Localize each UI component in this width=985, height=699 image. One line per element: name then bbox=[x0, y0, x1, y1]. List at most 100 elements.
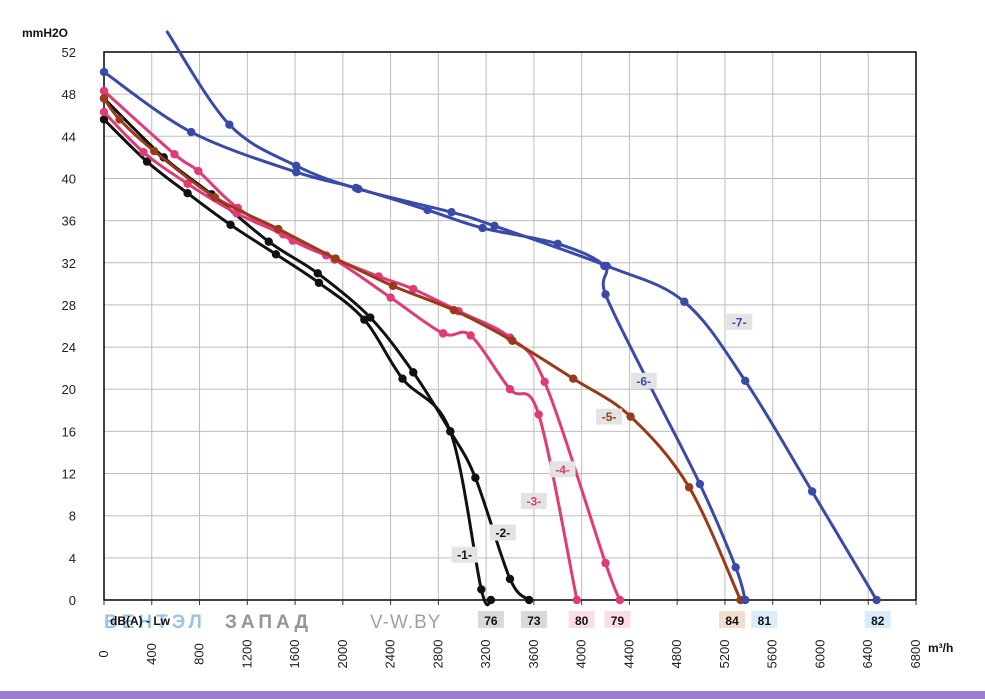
data-point bbox=[534, 410, 543, 419]
data-point bbox=[388, 281, 398, 291]
series-1 bbox=[99, 115, 496, 607]
db-label: 81 bbox=[758, 614, 772, 628]
x-tick-label: 2400 bbox=[383, 640, 398, 669]
data-point bbox=[271, 250, 281, 259]
data-point bbox=[508, 336, 517, 345]
data-point bbox=[194, 166, 203, 176]
y-tick-label: 48 bbox=[62, 87, 76, 102]
data-point bbox=[569, 374, 578, 383]
x-tick-label: 6000 bbox=[812, 640, 827, 669]
data-point bbox=[210, 193, 220, 202]
data-point bbox=[274, 224, 283, 234]
curve-label: -5- bbox=[602, 410, 617, 424]
db-label-bg bbox=[604, 611, 631, 628]
watermark-left: ВЕНТЭЛ bbox=[104, 612, 206, 633]
curve-label: -3- bbox=[527, 494, 542, 508]
x-tick-label: 6400 bbox=[860, 640, 875, 669]
y-axis-label: mmH2O bbox=[22, 26, 68, 40]
data-point bbox=[438, 329, 448, 338]
data-point bbox=[731, 563, 740, 572]
data-point bbox=[170, 150, 179, 159]
x-tick-label: 5600 bbox=[765, 640, 780, 669]
data-point bbox=[398, 374, 407, 383]
data-point bbox=[99, 115, 109, 124]
data-point bbox=[478, 223, 487, 233]
data-point bbox=[626, 412, 635, 421]
y-tick-label: 24 bbox=[62, 340, 76, 355]
y-tick-label: 32 bbox=[62, 256, 76, 271]
curve-label: -7- bbox=[732, 315, 747, 329]
watermark-right: ЗАПАД bbox=[225, 612, 312, 633]
data-point bbox=[741, 595, 750, 605]
x-tick-label: 400 bbox=[144, 643, 159, 665]
data-point bbox=[139, 147, 148, 157]
data-point bbox=[601, 558, 610, 568]
data-point bbox=[466, 331, 475, 340]
curve-label: -1- bbox=[457, 548, 472, 562]
db-label-bg bbox=[520, 611, 547, 628]
series-line bbox=[102, 89, 622, 602]
x-tick-label: 2000 bbox=[335, 640, 350, 669]
data-point bbox=[680, 297, 689, 306]
y-tick-label: 0 bbox=[69, 593, 76, 608]
y-tick-label: 16 bbox=[62, 424, 76, 439]
data-point bbox=[186, 127, 196, 137]
data-point bbox=[225, 120, 234, 129]
series-5 bbox=[99, 94, 745, 605]
data-point bbox=[142, 157, 152, 166]
data-point bbox=[366, 313, 375, 322]
x-tick-label: 1200 bbox=[239, 640, 254, 669]
series-4 bbox=[99, 86, 625, 605]
x-tick-label: 4000 bbox=[574, 640, 589, 669]
x-tick-label: 4400 bbox=[621, 640, 636, 669]
y-tick-label: 28 bbox=[62, 298, 76, 313]
x-tick-label: 3200 bbox=[478, 640, 493, 669]
data-point bbox=[505, 385, 515, 394]
data-point bbox=[409, 368, 418, 377]
data-point bbox=[115, 115, 124, 124]
data-point bbox=[572, 595, 582, 605]
x-axis-label: m³/h bbox=[928, 641, 953, 655]
curve-label: -2- bbox=[495, 526, 510, 540]
data-point bbox=[447, 207, 456, 217]
data-point bbox=[183, 179, 192, 188]
curve-labels: -1- -2- -3- -4- -5- -6- -7- bbox=[451, 313, 753, 563]
db-label-bg bbox=[751, 611, 778, 628]
data-point bbox=[449, 305, 459, 315]
series-line bbox=[102, 70, 747, 602]
data-point bbox=[331, 254, 340, 263]
db-label-bg bbox=[568, 611, 595, 628]
curve-label: -6- bbox=[636, 374, 651, 388]
data-point bbox=[313, 269, 322, 278]
db-label-bg bbox=[719, 611, 746, 628]
y-tick-label: 52 bbox=[62, 45, 76, 60]
curve-label-bg bbox=[451, 546, 478, 563]
db-label: 79 bbox=[611, 614, 625, 628]
y-tick-label: 8 bbox=[69, 509, 76, 524]
data-point bbox=[524, 595, 534, 605]
series-2 bbox=[99, 94, 534, 605]
curve-label-bg bbox=[489, 524, 516, 541]
data-point bbox=[409, 284, 418, 294]
curve-label: -4- bbox=[555, 463, 570, 477]
curve-label-bg bbox=[549, 461, 576, 478]
curve-label-bg bbox=[520, 492, 547, 509]
data-point bbox=[695, 479, 705, 489]
data-point bbox=[99, 107, 109, 117]
data-point bbox=[314, 278, 324, 287]
data-point bbox=[354, 184, 363, 194]
x-tick-label: 2800 bbox=[430, 640, 445, 669]
data-point bbox=[99, 86, 109, 96]
db-label: 84 bbox=[725, 614, 739, 628]
data-point bbox=[471, 473, 480, 482]
x-axis-ticks: 0 400 800 1200 1600 2000 2400 2800 3200 3600 4000 4… bbox=[96, 600, 923, 668]
series-line bbox=[165, 30, 879, 602]
grid bbox=[104, 52, 916, 600]
x-tick-label: 3600 bbox=[526, 640, 541, 669]
db-label: 80 bbox=[575, 614, 589, 628]
x-tick-label: 4800 bbox=[669, 640, 684, 669]
plot-frame bbox=[103, 51, 917, 601]
series-7 bbox=[165, 30, 881, 605]
